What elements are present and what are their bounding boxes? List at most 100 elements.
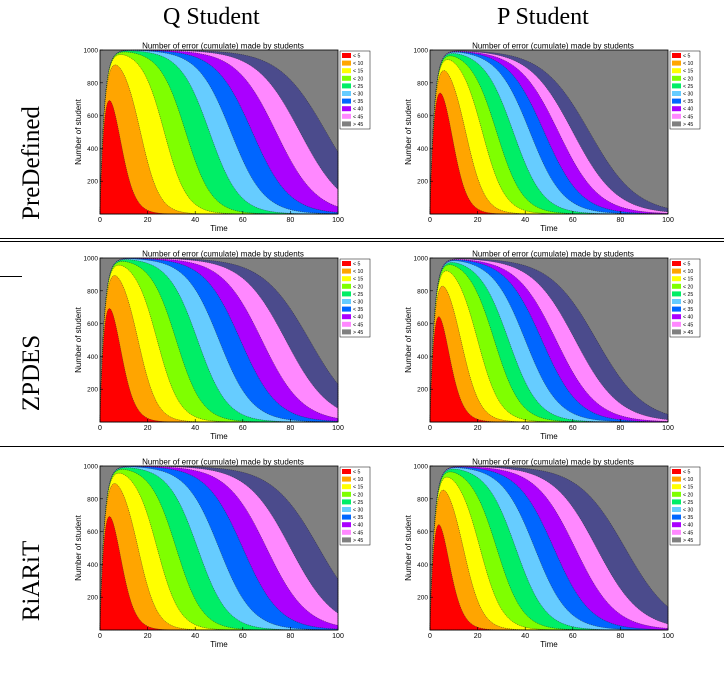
x-tick-label: 80 [617,425,625,432]
x-tick-label: 100 [662,425,674,432]
y-tick-label: 800 [87,80,98,87]
legend-swatch [672,514,681,520]
legend-swatch [342,507,351,512]
legend-swatch [342,306,351,312]
x-axis-label: Time [210,224,228,233]
legend-swatch [342,60,351,66]
legend-label: < 40 [683,107,693,113]
y-tick-label: 400 [87,354,98,361]
legend-label: < 40 [353,523,363,529]
x-tick-label: 20 [474,425,482,432]
legend-label: > 45 [353,122,363,128]
x-tick-label: 60 [239,633,247,640]
y-tick-label: 200 [417,387,428,394]
legend-label: < 35 [353,307,363,313]
legend-swatch [342,469,351,474]
legend-label: < 20 [353,492,363,498]
legend-swatch [672,491,681,497]
legend-label: > 45 [683,122,693,128]
x-tick-label: 80 [617,217,625,224]
y-tick-label: 400 [417,562,428,569]
legend-label: < 10 [353,61,363,67]
y-tick-label: 200 [87,595,98,602]
legend-swatch [672,469,681,474]
x-tick-label: 80 [287,425,295,432]
legend-swatch [342,514,351,520]
legend-swatch [672,268,681,274]
legend-swatch [672,537,681,543]
legend-swatch [672,314,681,320]
plot-frame [429,257,669,423]
legend-label: < 15 [683,69,693,75]
legend-label: < 30 [353,92,363,98]
legend-swatch [342,314,351,320]
legend-label: < 10 [683,269,693,275]
legend-label: < 5 [353,262,360,268]
legend-label: < 5 [683,470,690,476]
legend-swatch [672,106,681,112]
x-tick-label: 60 [569,633,577,640]
y-tick-label: 1000 [414,464,429,471]
chart-predefined-q-student: 0 20 40 60 80 100 200 400 600 800 1000 Number of er… [72,40,372,240]
legend-swatch [672,329,681,335]
legend-swatch [672,529,681,535]
x-tick-label: 40 [191,217,199,224]
legend-swatch [342,529,351,535]
chart-svg: 0 20 40 60 80 100 200 400 600 800 1000 Number of er… [74,250,371,441]
legend-label: < 40 [353,107,363,113]
legend-swatch [672,113,681,119]
x-tick-label: 80 [617,633,625,640]
legend-swatch [342,83,351,89]
x-axis-label: Time [540,432,558,441]
legend-label: < 25 [683,84,693,90]
x-tick-label: 60 [239,425,247,432]
x-tick-label: 0 [98,425,102,432]
legend-label: < 35 [683,99,693,105]
legend-swatch [672,321,681,327]
legend-swatch [342,113,351,119]
legend-label: < 40 [683,315,693,321]
chart-riarit-p-student: 0 20 40 60 80 100 200 400 600 800 1000 Number of er… [402,456,702,656]
legend-label: < 15 [683,277,693,283]
x-tick-label: 40 [521,425,529,432]
row-separator [0,241,724,242]
legend-swatch [672,476,681,482]
y-tick-label: 200 [87,387,98,394]
legend-label: < 30 [683,92,693,98]
y-tick-label: 1000 [84,464,99,471]
y-axis-label: Number of student [74,98,83,165]
legend-swatch [342,91,351,96]
legend-label: < 15 [353,485,363,491]
legend-swatch [342,299,351,304]
legend-swatch [342,276,351,282]
legend-swatch [342,261,351,266]
legend-swatch [342,268,351,274]
legend-label: < 15 [353,277,363,283]
legend-swatch [672,276,681,282]
legend-label: < 5 [683,54,690,60]
chart-predefined-p-student: 0 20 40 60 80 100 200 400 600 800 1000 Number of er… [402,40,702,240]
legend-label: < 15 [683,485,693,491]
plot-frame [99,49,339,215]
chart-svg: 0 20 40 60 80 100 200 400 600 800 1000 Number of er… [74,42,371,233]
legend-swatch [342,329,351,335]
legend-label: < 10 [683,61,693,67]
chart-zpdes-p-student: 0 20 40 60 80 100 200 400 600 800 1000 Number of er… [402,248,702,448]
y-axis-label: Number of student [404,306,413,373]
x-tick-label: 100 [332,425,344,432]
row-separator [0,238,724,239]
row-separator [0,446,724,447]
legend-swatch [342,106,351,112]
chart-svg: 0 20 40 60 80 100 200 400 600 800 1000 Number of er… [404,42,701,233]
y-tick-label: 200 [417,595,428,602]
y-tick-label: 400 [417,146,428,153]
legend-label: < 5 [353,470,360,476]
legend-swatch [672,291,681,297]
legend-label: > 45 [353,538,363,544]
y-tick-label: 400 [87,562,98,569]
x-tick-label: 100 [332,217,344,224]
legend-label: > 45 [683,330,693,336]
y-axis-label: Number of student [404,98,413,165]
x-tick-label: 100 [662,633,674,640]
legend-swatch [672,83,681,89]
